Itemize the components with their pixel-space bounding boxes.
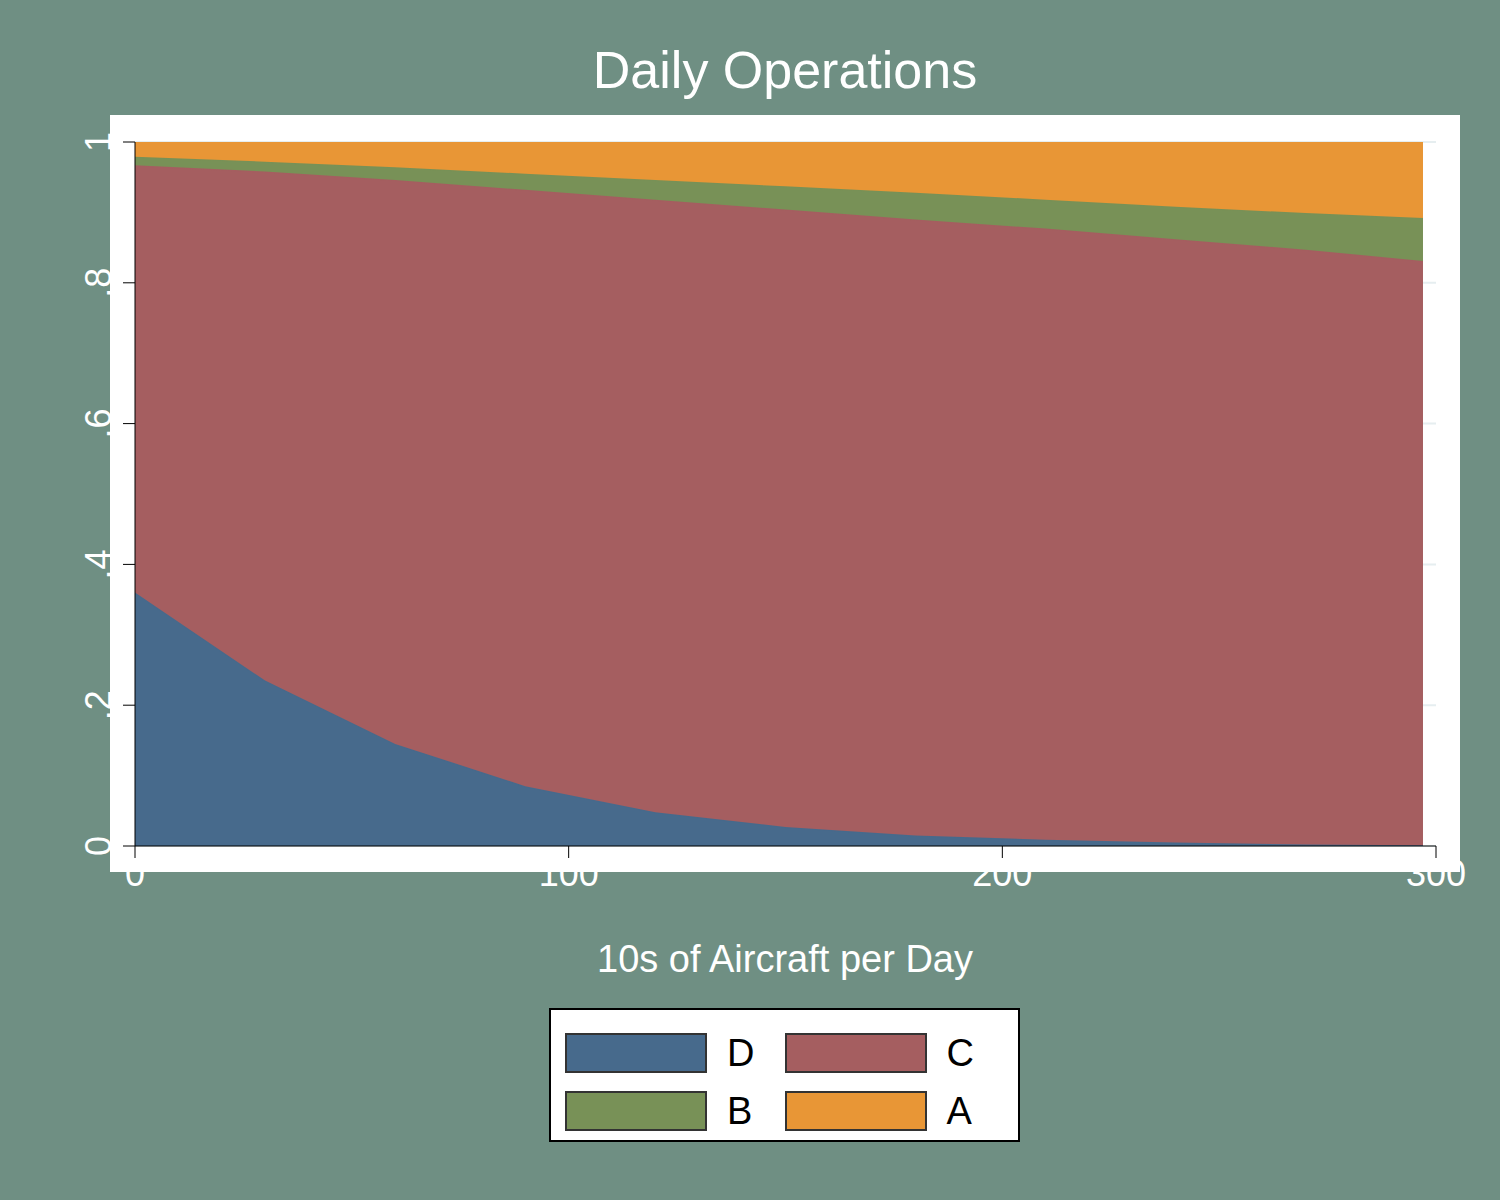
html-text:A: A [946,1089,972,1132]
svg-text:0: 0 [78,836,119,856]
svg-text:100: 100 [539,853,599,894]
svg-text:.2: .2 [78,690,119,720]
html-text:D: D [727,1031,755,1074]
html-text:B: B [727,1089,753,1132]
html-text:10s of Aircraft per Day: 10s of Aircraft per Day [597,938,973,980]
svg-text:.8: .8 [78,268,119,298]
svg-text:1: 1 [78,132,119,152]
svg-text:.6: .6 [78,409,119,439]
svg-text:0: 0 [125,853,145,894]
html-text:Daily Operations: Daily Operations [592,41,978,99]
svg-text:200: 200 [972,853,1032,894]
svg-text:300: 300 [1406,853,1466,894]
svg-text:.4: .4 [78,549,119,579]
html-text:C: C [946,1031,974,1074]
